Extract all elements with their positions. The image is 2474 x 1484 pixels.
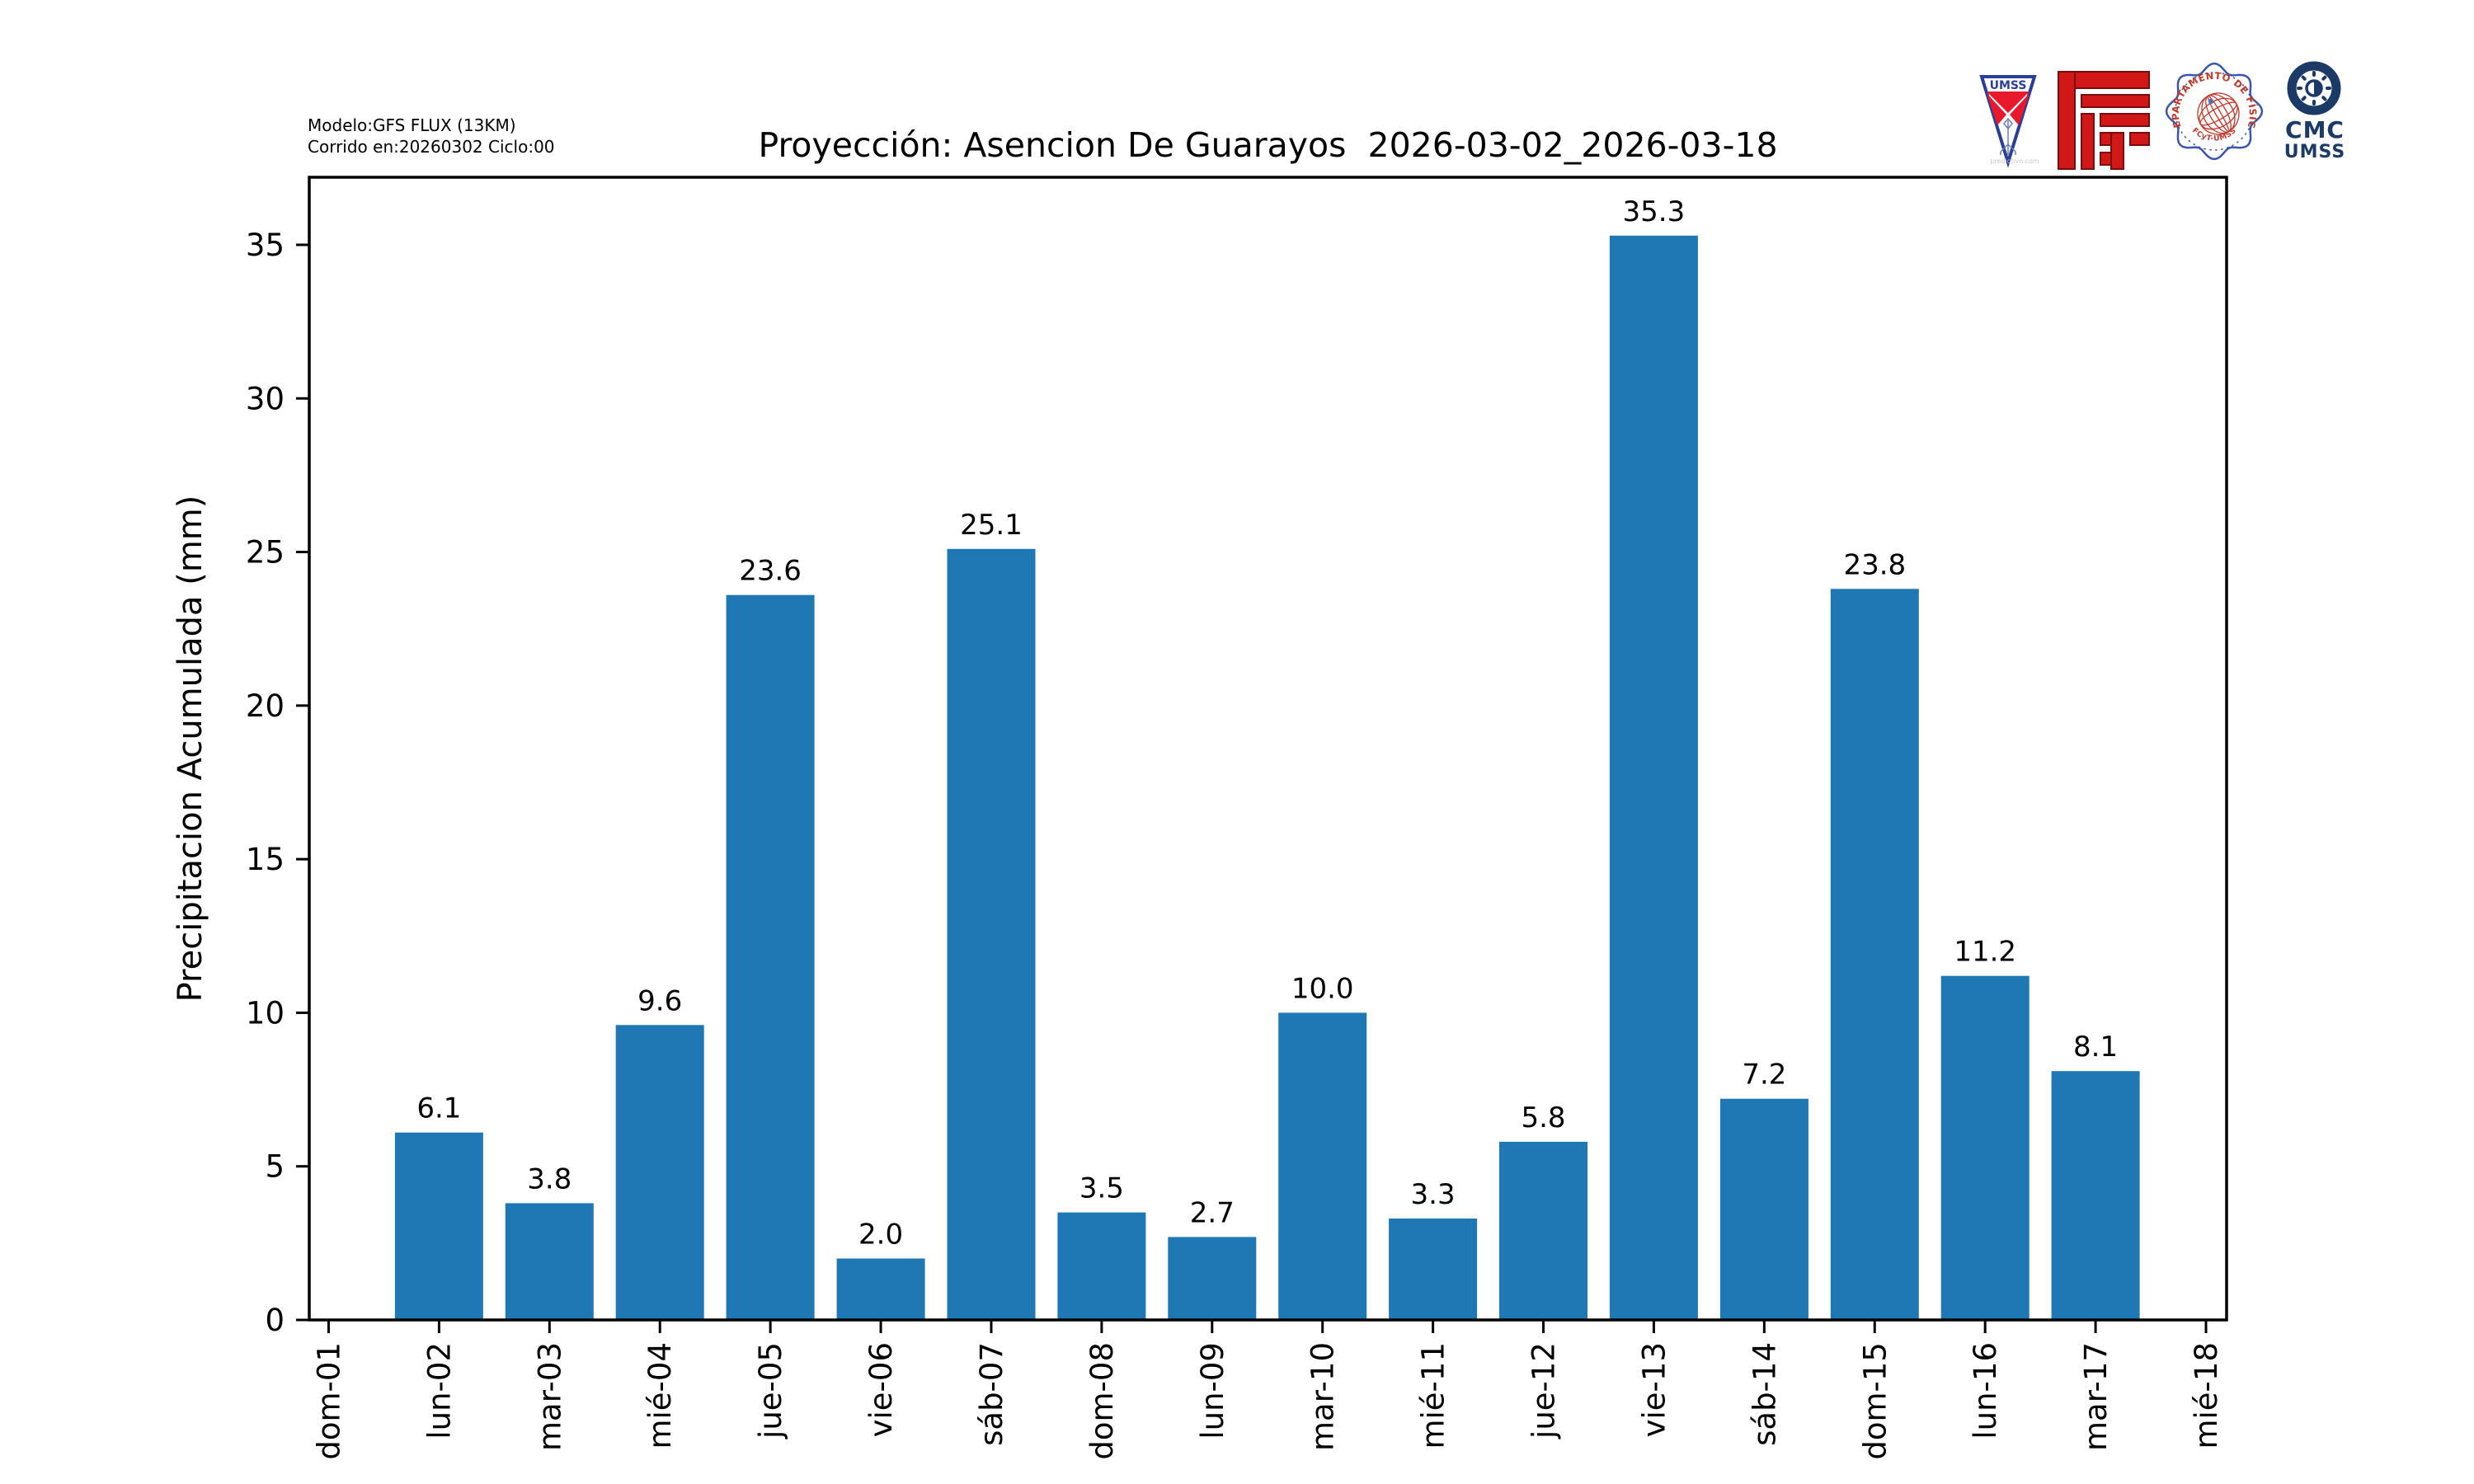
plot-box — [308, 176, 2228, 1322]
model-info-line2: Corrido en:20260302 Ciclo:00 — [308, 137, 555, 157]
bar-value-label: 25.1 — [960, 509, 1023, 542]
umss-pennant-logo: UMSS predictivo.com — [1979, 75, 2039, 168]
bar-lun-02 — [394, 1132, 483, 1320]
x-tick-label: sáb-14 — [1747, 1342, 1782, 1446]
x-tick-label: sáb-07 — [974, 1342, 1009, 1446]
fisica-seal-logo: DEPARTAMENTO DE FÍSICA FCyT-UMSS — [2164, 61, 2264, 161]
cmc-sun-icon — [2297, 71, 2331, 106]
model-info: Modelo:GFS FLUX (13KM) Corrido en:202603… — [308, 115, 555, 157]
bar-jue-05 — [726, 594, 815, 1320]
bar-value-label: 9.6 — [637, 984, 682, 1017]
bar-mar-17 — [2051, 1071, 2140, 1320]
bar-mié-11 — [1389, 1219, 1478, 1320]
pennant-watermark: predictivo.com — [1990, 157, 2039, 165]
cmc-umss-logo: CMC UMSS — [2284, 61, 2345, 162]
y-tick-label: 5 — [265, 1149, 285, 1185]
bar-dom-08 — [1057, 1212, 1146, 1320]
x-tick-label: jue-12 — [1526, 1342, 1562, 1439]
x-tick-label: dom-08 — [1084, 1342, 1120, 1460]
pennant-umss-text: UMSS — [1990, 79, 2027, 92]
bar-sáb-14 — [1719, 1098, 1808, 1320]
bar-sáb-07 — [947, 548, 1036, 1320]
bar-mar-10 — [1278, 1012, 1367, 1320]
bar-value-label: 35.3 — [1623, 195, 1686, 228]
model-info-line1: Modelo:GFS FLUX (13KM) — [308, 115, 516, 135]
bar-value-label: 10.0 — [1291, 972, 1354, 1005]
y-tick-label: 0 — [265, 1303, 285, 1338]
x-tick-label: mié-18 — [2189, 1342, 2224, 1449]
y-tick-label: 35 — [246, 228, 285, 263]
bar-vie-13 — [1609, 235, 1698, 1320]
y-tick-label: 30 — [246, 381, 285, 416]
bar-value-label: 3.8 — [527, 1162, 571, 1195]
bar-jue-12 — [1499, 1141, 1587, 1320]
y-axis-label: Precipitacion Acumulada (mm) — [172, 495, 209, 1003]
bar-dom-15 — [1830, 589, 1919, 1320]
x-tick-label: vie-13 — [1636, 1342, 1672, 1437]
bar-value-label: 2.7 — [1190, 1196, 1235, 1229]
x-tick-label: lun-09 — [1195, 1342, 1230, 1439]
fcyt-maze-shape — [2058, 71, 2150, 170]
x-tick-label: dom-15 — [1857, 1342, 1893, 1460]
y-tick-label: 10 — [246, 995, 285, 1031]
x-tick-label: mié-11 — [1416, 1342, 1451, 1449]
bar-mié-04 — [615, 1025, 704, 1320]
pennant-red-top — [1987, 92, 2030, 113]
bar-vie-06 — [836, 1258, 925, 1320]
chart-title: Proyección: Asencion De Guarayos 2026-03… — [758, 125, 1778, 165]
y-tick-label: 25 — [246, 535, 285, 571]
bar-value-label: 11.2 — [1954, 936, 2016, 969]
bar-value-label: 6.1 — [416, 1092, 461, 1125]
bar-lun-16 — [1940, 975, 2030, 1320]
seal-globe-dot — [2208, 98, 2214, 105]
bar-value-label: 3.5 — [1079, 1172, 1124, 1205]
x-tick-label: jue-05 — [753, 1342, 788, 1439]
pennant-red-left — [1987, 93, 2006, 125]
bar-value-label: 23.8 — [1843, 548, 1906, 581]
x-tick-label: dom-01 — [312, 1342, 347, 1460]
fcyt-logo — [2058, 71, 2150, 170]
bar-lun-09 — [1168, 1237, 1257, 1320]
pennant-red-right — [2010, 93, 2030, 125]
x-tick-label: mar-03 — [532, 1342, 567, 1451]
y-tick-label: 15 — [246, 842, 285, 877]
bar-mar-03 — [505, 1203, 594, 1320]
bar-value-label: 8.1 — [2073, 1031, 2118, 1064]
x-tick-label: mié-04 — [642, 1342, 678, 1449]
bar-value-label: 3.3 — [1411, 1178, 1456, 1211]
bar-value-label: 5.8 — [1521, 1101, 1565, 1134]
x-tick-label: vie-06 — [863, 1342, 899, 1437]
cmc-umss-text: UMSS — [2284, 142, 2345, 162]
pennant-emblem-sketch — [2000, 117, 2016, 155]
cmc-text: CMC — [2285, 116, 2345, 143]
bar-value-label: 2.0 — [858, 1219, 903, 1252]
x-tick-label: mar-17 — [2078, 1342, 2114, 1451]
y-tick-label: 20 — [246, 688, 285, 724]
seal-dotted-circle — [2175, 72, 2254, 151]
bar-value-label: 7.2 — [1742, 1059, 1786, 1092]
x-tick-label: mar-10 — [1305, 1342, 1341, 1451]
bar-value-label: 23.6 — [739, 555, 802, 588]
x-tick-label: lun-16 — [1968, 1342, 2003, 1439]
seal-globe-icon — [2197, 92, 2240, 135]
x-tick-label: lun-02 — [421, 1342, 457, 1439]
